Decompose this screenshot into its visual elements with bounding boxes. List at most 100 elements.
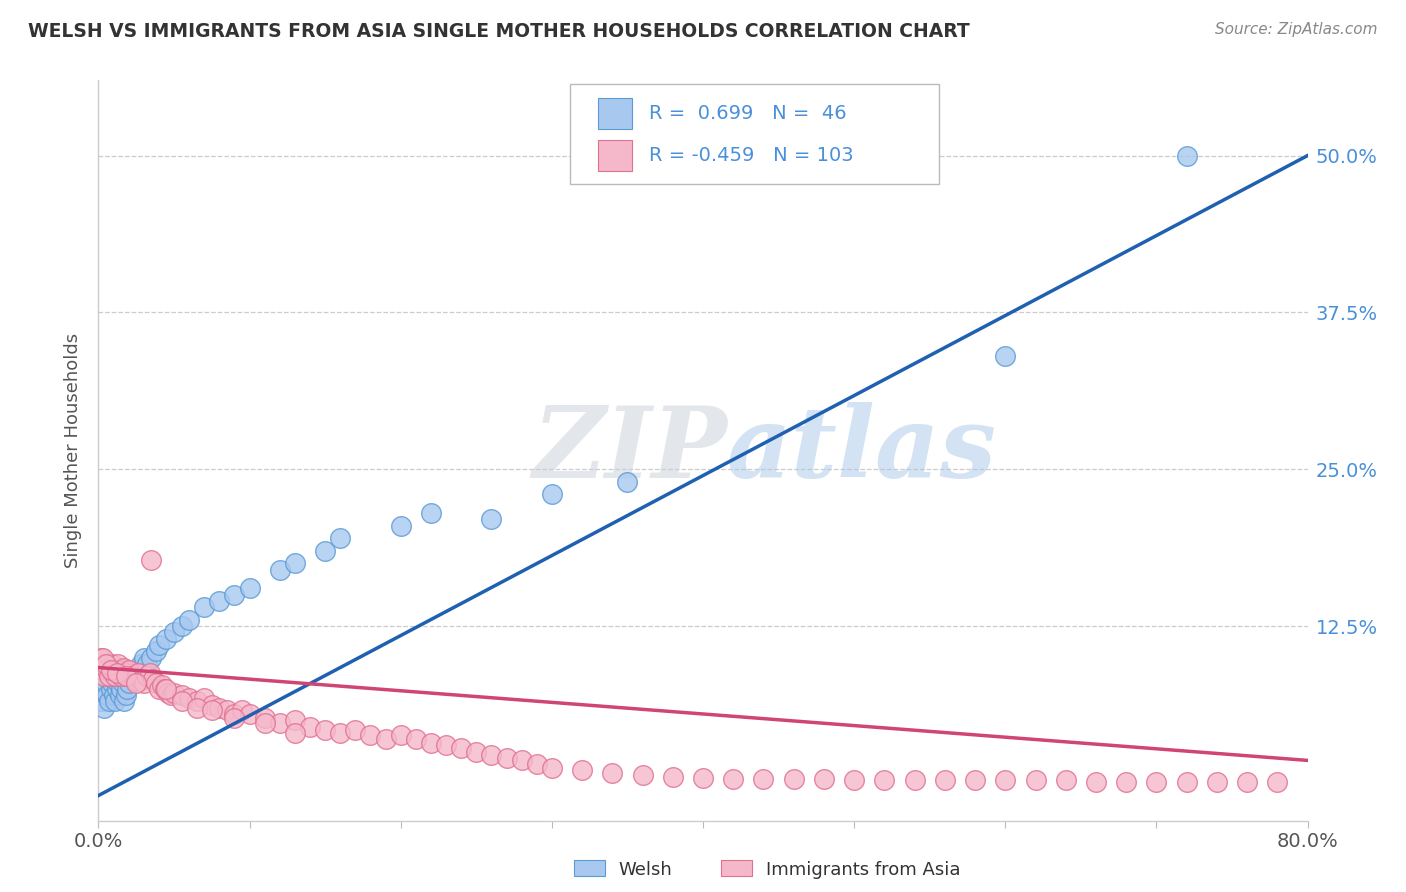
Point: [314, 723, 336, 738]
Point: [132, 650, 155, 665]
Point: [434, 739, 457, 753]
Point: [193, 690, 215, 705]
Point: [179, 690, 201, 705]
Point: [115, 669, 138, 683]
Point: [148, 681, 170, 696]
Point: [1024, 773, 1046, 788]
Bar: [574, 860, 605, 876]
Point: [239, 582, 262, 596]
Text: Welsh: Welsh: [619, 861, 672, 879]
Point: [132, 675, 155, 690]
Point: [360, 728, 382, 742]
Text: ZIP: ZIP: [533, 402, 727, 499]
Point: [540, 761, 562, 775]
Point: [510, 753, 533, 767]
Point: [231, 703, 253, 717]
Point: [141, 552, 163, 566]
Point: [873, 773, 896, 788]
Point: [150, 678, 173, 692]
Text: R =  0.699   N =  46: R = 0.699 N = 46: [648, 104, 846, 123]
Point: [105, 665, 128, 680]
Point: [1085, 774, 1108, 789]
Point: [224, 706, 246, 721]
Point: [111, 663, 134, 677]
Point: [904, 773, 927, 788]
Point: [314, 544, 336, 558]
Point: [101, 675, 124, 690]
Point: [450, 740, 472, 755]
Point: [1175, 774, 1198, 789]
Point: [111, 675, 134, 690]
Point: [155, 632, 177, 646]
Point: [125, 675, 148, 690]
Point: [163, 686, 186, 700]
Point: [145, 675, 167, 690]
Point: [405, 732, 427, 747]
Point: [783, 772, 806, 787]
Point: [170, 694, 193, 708]
Point: [1144, 774, 1167, 789]
Point: [661, 770, 683, 784]
Point: [101, 657, 124, 671]
Point: [118, 663, 141, 677]
Point: [90, 650, 112, 665]
Point: [139, 665, 162, 680]
Point: [179, 613, 201, 627]
Point: [540, 487, 562, 501]
Point: [201, 703, 224, 717]
Point: [156, 686, 179, 700]
Point: [934, 773, 956, 788]
Point: [94, 675, 117, 690]
Point: [124, 673, 146, 687]
Point: [103, 688, 125, 702]
Point: [94, 657, 117, 671]
Point: [91, 681, 114, 696]
Point: [186, 700, 208, 714]
Point: [692, 771, 714, 785]
Point: [98, 669, 121, 683]
Point: [284, 713, 307, 727]
Point: [723, 772, 745, 787]
Point: [93, 669, 115, 683]
Point: [145, 644, 167, 658]
Point: [90, 694, 112, 708]
Point: [110, 669, 132, 683]
Y-axis label: Single Mother Households: Single Mother Households: [65, 333, 83, 568]
Point: [112, 694, 135, 708]
Point: [107, 657, 129, 671]
Point: [239, 706, 262, 721]
Text: R = -0.459   N = 103: R = -0.459 N = 103: [648, 146, 853, 165]
Point: [141, 650, 163, 665]
Point: [98, 694, 121, 708]
Point: [1206, 774, 1229, 789]
Point: [374, 732, 396, 747]
Point: [269, 563, 291, 577]
Point: [420, 506, 443, 520]
Text: Immigrants from Asia: Immigrants from Asia: [766, 861, 960, 879]
Point: [105, 681, 128, 696]
Point: [148, 638, 170, 652]
Point: [208, 594, 231, 608]
Text: atlas: atlas: [727, 402, 997, 499]
Point: [129, 657, 152, 671]
Point: [160, 688, 183, 702]
Point: [100, 663, 122, 677]
FancyBboxPatch shape: [569, 84, 939, 184]
Point: [224, 711, 246, 725]
Point: [253, 715, 276, 730]
Point: [91, 663, 114, 677]
Point: [93, 700, 115, 714]
Point: [602, 766, 624, 780]
Point: [208, 700, 231, 714]
Point: [125, 663, 148, 677]
Point: [1267, 774, 1289, 789]
Point: [104, 669, 127, 683]
Point: [121, 669, 143, 683]
Point: [616, 475, 638, 489]
Point: [170, 688, 193, 702]
Point: [526, 757, 548, 772]
Point: [129, 673, 152, 687]
Point: [844, 773, 866, 788]
Point: [994, 773, 1017, 788]
Point: [284, 557, 307, 571]
